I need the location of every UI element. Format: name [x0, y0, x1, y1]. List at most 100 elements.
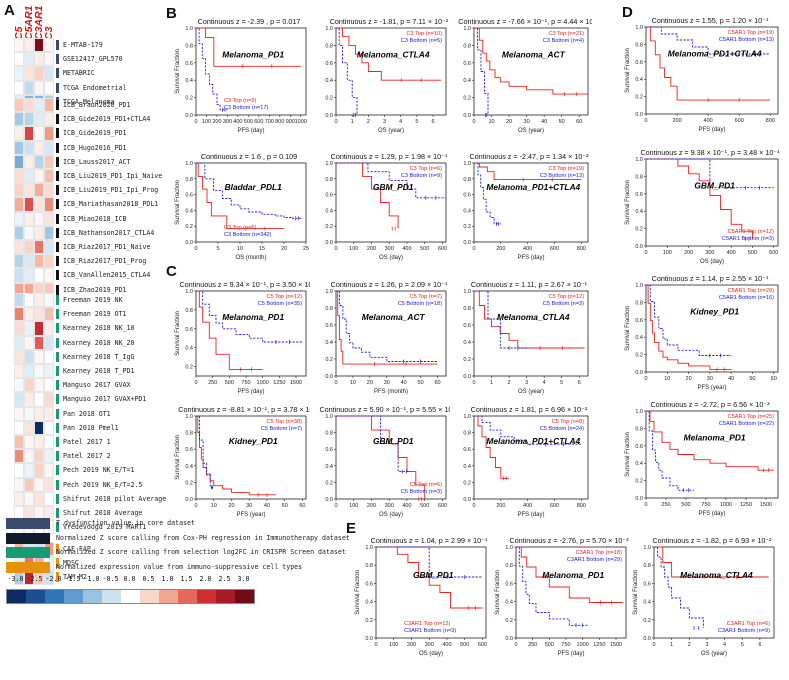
km-xtick-label: 40 — [401, 380, 407, 386]
km-ytick-label: 0.8 — [505, 563, 513, 569]
km-curve-top — [474, 290, 585, 349]
colorbar-tick-label: 1.0 — [161, 575, 174, 583]
km-curve-top — [336, 290, 438, 365]
heatmap-cell — [14, 52, 24, 67]
km-ytick-label: 0.0 — [365, 636, 373, 642]
heatmap-cell — [34, 406, 44, 421]
km-ytick-label: 0.8 — [185, 177, 193, 183]
heatmap-row: Kearney 2018 NK_10 — [0, 321, 165, 336]
colorbar-tick-label: 0.0 — [123, 575, 136, 583]
km-xtick-label: 1000 — [720, 502, 732, 508]
heatmap-cell — [14, 154, 24, 169]
colorbar-step — [216, 590, 235, 603]
km-legend-item: C5AR1 Bottom (n=16) — [719, 295, 774, 301]
km-xtick-label: 200 — [367, 246, 376, 252]
heatmap-cell — [44, 307, 54, 322]
km-xlabel: PFS (year) — [697, 385, 726, 391]
heatmap-cell — [44, 38, 54, 53]
dataset-label: MDSC — [63, 559, 79, 568]
km-xtick-label: 50 — [559, 119, 565, 125]
km-curve-top — [336, 415, 426, 499]
heatmap-row: ICB_Braun2020_PD1 — [0, 98, 165, 113]
dataset-label: Shifrut 2018 Average — [63, 509, 143, 517]
heatmap-cell — [34, 169, 44, 184]
km-frame — [473, 415, 589, 500]
km-xtick-label: 10 — [237, 246, 243, 252]
km-xtick-label: 100 — [349, 503, 358, 509]
km-curve-top — [474, 162, 582, 181]
dataset-label: Pan 2018 OT1 — [63, 409, 111, 418]
dataset-label: ICB_VanAllen2015_CTLA4 — [63, 271, 151, 280]
km-xtick-label: 400 — [523, 246, 532, 252]
heatmap-cell — [24, 477, 34, 492]
category-marker — [56, 242, 59, 252]
dataset-label: Freeman 2019 OT1 — [63, 310, 127, 319]
km-dataset-label: GBM_PD1 — [373, 436, 414, 446]
km-ytick-label: 0.4 — [463, 208, 471, 214]
km-xtick-label: 500 — [681, 502, 690, 508]
heatmap-cell — [34, 335, 44, 350]
dataset-label: Manguso 2017 GVAX — [63, 381, 131, 390]
km-xtick-label: 400 — [727, 250, 736, 256]
category-legend-swatch — [6, 532, 50, 544]
km-xtick-label: 1 — [670, 642, 673, 648]
km-xtick-label: 800 — [577, 503, 586, 509]
km-ytick-label: 0.0 — [325, 240, 333, 246]
heatmap-cell — [24, 349, 34, 364]
heatmap-row: ICB_Miao2018_ICB — [0, 211, 165, 226]
category-marker — [56, 54, 59, 65]
km-xtick-label: 0 — [652, 642, 655, 648]
km-legend-item: C3 Bottom (n=9) — [401, 173, 442, 179]
km-curve-top — [336, 162, 399, 229]
km-ytick-label: 0.0 — [635, 370, 643, 376]
colorbar-step — [7, 590, 26, 603]
km-ytick-label: 0.6 — [463, 323, 471, 329]
heatmap-cell — [44, 169, 54, 184]
km-frame — [375, 546, 487, 639]
heatmap-cell — [44, 240, 54, 255]
km-plot: Continuous z = -7.66 × 10⁻¹, p = 4.44 × … — [458, 17, 592, 134]
km-xtick-label: 1500 — [290, 380, 302, 386]
km-ytick-label: 0.8 — [325, 177, 333, 183]
km-ytick-label: 0.0 — [325, 374, 333, 380]
km-ytick-label: 0.4 — [185, 346, 193, 352]
km-ytick-label: 0.0 — [325, 113, 333, 119]
km-ytick-label: 0.4 — [463, 78, 471, 84]
heatmap-row: Manguso 2017 GVAX — [0, 378, 165, 393]
heatmap-cell — [44, 435, 54, 450]
heatmap-cell — [34, 364, 44, 379]
colorbar-tick-label: -0.5 — [102, 575, 119, 583]
km-xtick-label: 0 — [374, 642, 377, 648]
km-legend-item: C5AR1 Top (n=25) — [728, 414, 775, 420]
colorbar-step — [64, 590, 83, 603]
km-xlabel: OS (year) — [518, 389, 544, 395]
heatmap-cell — [44, 254, 54, 269]
km-dataset-label: GBM_PD1 — [694, 181, 735, 191]
category-legend-label: Normalized expression value from immuno-… — [56, 562, 303, 571]
heatmap-cell — [24, 254, 34, 269]
km-curve-top — [336, 27, 442, 81]
km-xtick-label: 1000 — [295, 119, 307, 125]
km-xtick-label: 200 — [684, 250, 693, 256]
heatmap-cell — [34, 154, 44, 169]
km-ytick-label: 0.2 — [635, 95, 643, 101]
km-ytick-label: 0.2 — [325, 480, 333, 486]
heatmap-cell — [14, 268, 24, 283]
heatmap-cell — [44, 491, 54, 506]
heatmap-cell — [34, 293, 44, 308]
colorbar-step — [159, 590, 178, 603]
km-xlabel: PFS (day) — [237, 389, 264, 395]
km-legend-item: C5AR1 Top (n=29) — [728, 288, 775, 294]
km-xtick-label: 600 — [550, 246, 559, 252]
category-marker — [56, 142, 59, 153]
category-marker — [56, 227, 59, 238]
km-curve-bottom — [474, 415, 582, 445]
heatmap-cell — [24, 225, 34, 240]
km-curve-top — [196, 27, 301, 67]
km-xtick-label: 30 — [524, 119, 530, 125]
km-dataset-label: Melanoma_PD1+CTLA4 — [486, 182, 580, 192]
heatmap-cell — [44, 449, 54, 464]
heatmap-cell — [14, 321, 24, 336]
km-legend-item: C5 Top (n=38) — [266, 419, 302, 425]
dataset-label: TCGA Melanoma — [63, 97, 115, 106]
